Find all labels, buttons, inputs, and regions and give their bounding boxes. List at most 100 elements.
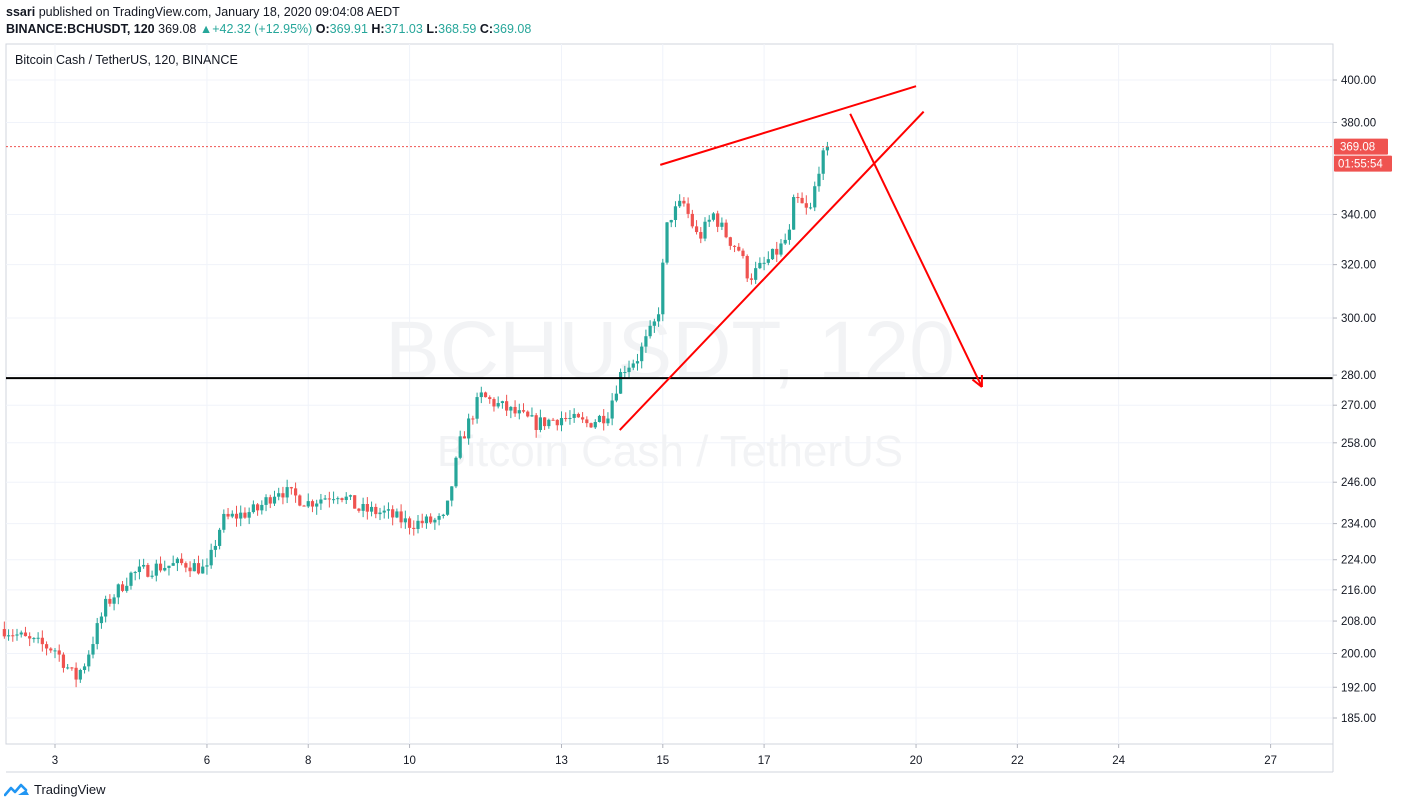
published-text: published on TradingView.com, January 18… bbox=[38, 5, 400, 19]
candle-body bbox=[361, 503, 365, 511]
candle-body bbox=[483, 392, 488, 398]
candle-body bbox=[91, 644, 95, 655]
candle-body bbox=[555, 419, 559, 426]
candle-body bbox=[378, 512, 382, 515]
candle-body bbox=[146, 564, 150, 577]
candle-body bbox=[251, 504, 255, 513]
candle-body bbox=[95, 623, 99, 645]
candle-body bbox=[454, 457, 458, 487]
change-arrow-icon: ▲ bbox=[199, 22, 213, 36]
candle-body bbox=[15, 634, 19, 636]
candle-body bbox=[424, 516, 429, 524]
time-axis[interactable]: 3 6 8 10 13 15 17 20 22 24 27 bbox=[52, 744, 1277, 767]
candle-body bbox=[547, 419, 551, 427]
candle-body bbox=[821, 150, 825, 174]
candle-body bbox=[247, 512, 251, 518]
candle-body bbox=[433, 519, 437, 523]
candle-body bbox=[445, 500, 450, 515]
candle-body bbox=[597, 415, 602, 423]
candle-body bbox=[167, 565, 171, 568]
candle-body bbox=[640, 346, 644, 362]
candle-body bbox=[758, 262, 762, 269]
watermark-description: Bitcoin Cash / TetherUS bbox=[437, 427, 903, 476]
price-tick-label: 216.00 bbox=[1341, 585, 1376, 597]
current-price-label: 369.08 bbox=[1340, 142, 1375, 154]
candle-body bbox=[243, 512, 247, 518]
price-tick-label: 200.00 bbox=[1341, 648, 1376, 660]
candle-body bbox=[374, 506, 378, 515]
candle-body bbox=[340, 498, 344, 501]
lower-trendline[interactable] bbox=[619, 110, 925, 431]
candle-body bbox=[572, 413, 576, 418]
upper-trendline[interactable] bbox=[659, 85, 917, 166]
candle-body bbox=[808, 207, 813, 209]
candle-body bbox=[589, 423, 593, 428]
candlestick-series bbox=[2, 141, 830, 688]
ohlc-line: BINANCE:BCHUSDT, 120 369.08 ▲+42.32 (+12… bbox=[6, 22, 531, 36]
candle-body bbox=[289, 487, 293, 489]
candle-body bbox=[391, 509, 395, 518]
candle-body bbox=[11, 635, 15, 637]
publish-line: ssari published on TradingView.com, Janu… bbox=[6, 5, 400, 19]
candle-body bbox=[631, 363, 635, 368]
author-name[interactable]: ssari bbox=[6, 5, 36, 19]
candle-body bbox=[234, 513, 239, 519]
candle-body bbox=[264, 497, 268, 505]
time-tick-label: 6 bbox=[204, 755, 210, 767]
candle-body bbox=[521, 410, 526, 412]
candle-body bbox=[669, 219, 673, 223]
candle-body bbox=[804, 203, 808, 208]
candle-body bbox=[120, 584, 125, 591]
candle-body bbox=[458, 436, 462, 458]
candle-body bbox=[711, 213, 716, 220]
candle-body bbox=[543, 417, 547, 427]
candle-body bbox=[450, 486, 454, 501]
time-tick-label: 24 bbox=[1112, 755, 1125, 767]
candle-body bbox=[627, 367, 631, 373]
candle-body bbox=[682, 200, 686, 204]
candle-body bbox=[369, 506, 374, 512]
current-price-tag-bg bbox=[1334, 138, 1388, 155]
projection-arrow[interactable] bbox=[849, 113, 983, 388]
candle-body bbox=[298, 495, 302, 506]
candle-body bbox=[475, 397, 479, 419]
candle-body bbox=[665, 222, 669, 263]
price-axis[interactable]: 400.00 380.00 340.00 320.00 300.00 280.00 270.… bbox=[1333, 75, 1376, 725]
candle-body bbox=[218, 529, 222, 546]
candle-body bbox=[53, 650, 57, 652]
price-tick-label: 300.00 bbox=[1341, 313, 1376, 325]
candle-body bbox=[6, 635, 11, 637]
candle-body bbox=[407, 518, 412, 528]
footer-brand[interactable]: TradingView bbox=[4, 782, 106, 797]
close-value: 369.08 bbox=[493, 22, 532, 36]
candle-body bbox=[137, 566, 142, 573]
candle-body bbox=[724, 222, 728, 238]
candle-body bbox=[500, 401, 505, 404]
candle-body bbox=[357, 508, 361, 511]
candle-body bbox=[99, 616, 104, 624]
candle-body bbox=[610, 400, 614, 419]
candle-body bbox=[196, 563, 201, 574]
candle-body bbox=[2, 629, 6, 637]
candle-body bbox=[441, 514, 445, 516]
time-tick-label: 13 bbox=[555, 755, 568, 767]
close-label: C: bbox=[479, 22, 494, 36]
countdown-label: 01:55:54 bbox=[1338, 159, 1383, 171]
candle-body bbox=[770, 248, 775, 260]
candle-body bbox=[188, 567, 192, 572]
current-price-tag: 369.08 01:55:54 bbox=[1334, 138, 1392, 172]
candle-body bbox=[87, 654, 91, 667]
tradingview-logo-icon bbox=[4, 783, 29, 796]
candle-body bbox=[737, 246, 741, 251]
price-tick-label: 185.00 bbox=[1341, 713, 1376, 725]
candle-body bbox=[792, 197, 796, 230]
candle-body bbox=[509, 406, 513, 411]
candle-body bbox=[775, 248, 779, 255]
grid bbox=[6, 44, 1333, 744]
candle-body bbox=[104, 598, 108, 617]
candle-body bbox=[285, 487, 289, 498]
candle-body bbox=[302, 505, 306, 507]
candle-body bbox=[720, 222, 724, 227]
candle-body bbox=[230, 513, 234, 517]
